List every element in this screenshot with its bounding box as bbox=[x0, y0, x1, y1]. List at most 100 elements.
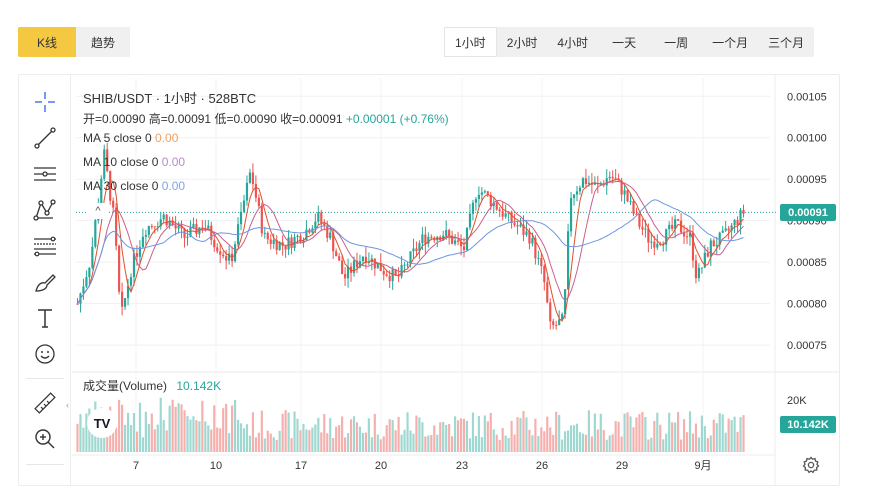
volume-bar bbox=[644, 416, 647, 452]
volume-bar bbox=[739, 417, 742, 452]
candle-body bbox=[132, 253, 136, 278]
volume-bar bbox=[442, 421, 445, 452]
candle-body bbox=[180, 225, 183, 229]
candle-body bbox=[302, 240, 305, 243]
interval-1w[interactable]: 一周 bbox=[664, 35, 689, 50]
tab-trend[interactable]: 趋势 bbox=[76, 27, 130, 57]
volume-bar bbox=[394, 430, 397, 452]
candle-body bbox=[421, 234, 424, 244]
volume-bar bbox=[697, 437, 700, 452]
volume-bar bbox=[129, 424, 133, 452]
volume-bar bbox=[608, 435, 611, 452]
collapse-legend-button[interactable]: ^ bbox=[88, 203, 108, 219]
emoji-icon[interactable] bbox=[32, 341, 58, 367]
candle-body bbox=[174, 225, 177, 229]
interval-1h[interactable]: 1小时 bbox=[444, 27, 497, 57]
interval-4h[interactable]: 4小时 bbox=[557, 35, 589, 50]
volume-bar bbox=[677, 411, 680, 452]
pattern-icon[interactable] bbox=[32, 197, 58, 223]
collapse-toolbar-icon[interactable]: ‹ bbox=[66, 400, 69, 410]
candle-body bbox=[382, 270, 385, 275]
candle-body bbox=[641, 226, 644, 230]
volume-bar bbox=[112, 416, 115, 452]
volume-bar bbox=[578, 432, 582, 452]
volume-bar bbox=[454, 416, 457, 452]
volume-bar bbox=[724, 432, 727, 452]
volume-bar bbox=[587, 410, 590, 452]
interval-2h[interactable]: 2小时 bbox=[506, 35, 538, 50]
volume-bar bbox=[694, 423, 698, 452]
crosshair-icon[interactable] bbox=[32, 89, 58, 115]
candle-body bbox=[245, 182, 249, 201]
volume-bar bbox=[712, 419, 715, 452]
candle-body bbox=[736, 220, 739, 226]
trend-line-icon[interactable] bbox=[32, 125, 58, 151]
volume-bar bbox=[341, 416, 344, 452]
candle-body bbox=[400, 264, 403, 277]
time-tick-label: 26 bbox=[536, 460, 548, 472]
candle-body bbox=[733, 220, 736, 226]
candle-body bbox=[314, 221, 317, 229]
candle-body bbox=[498, 209, 501, 212]
price-tick-label: 0.00085 bbox=[787, 257, 827, 269]
interval-3m[interactable]: 三个月 bbox=[768, 35, 805, 50]
candle-body bbox=[364, 256, 367, 263]
horizontal-lines-icon[interactable] bbox=[32, 161, 58, 187]
volume-bar bbox=[531, 435, 534, 452]
interval-1m[interactable]: 一个月 bbox=[712, 35, 749, 50]
volume-bar bbox=[135, 431, 139, 452]
volume-bar bbox=[269, 433, 272, 452]
ruler-icon[interactable] bbox=[32, 390, 58, 416]
ma10-value: 0.00 bbox=[161, 155, 186, 169]
volume-bar bbox=[581, 433, 585, 452]
brush-icon[interactable] bbox=[32, 269, 58, 295]
tradingview-logo-icon[interactable]: TV bbox=[87, 408, 117, 438]
candle-body bbox=[451, 235, 454, 244]
volume-bar bbox=[611, 434, 614, 452]
volume-bar bbox=[543, 431, 546, 452]
candle-body bbox=[501, 211, 504, 217]
volume-bar bbox=[233, 400, 237, 452]
volume-bar bbox=[599, 413, 602, 452]
volume-bar bbox=[317, 417, 320, 452]
candle-body bbox=[445, 230, 448, 236]
volume-bar bbox=[323, 414, 326, 452]
candle-body bbox=[198, 227, 201, 235]
settings-gear-icon[interactable] bbox=[802, 456, 820, 474]
volume-bar bbox=[82, 427, 85, 452]
candle-body bbox=[207, 225, 210, 229]
price-change: +0.00001 (+0.76%) bbox=[345, 112, 449, 126]
candle-body bbox=[685, 236, 689, 238]
candle-body bbox=[385, 274, 388, 276]
zoom-in-icon[interactable] bbox=[32, 426, 58, 452]
volume-bar bbox=[465, 420, 469, 452]
interval-1d[interactable]: 一天 bbox=[612, 35, 637, 50]
volume-bar bbox=[620, 436, 623, 452]
candle-body bbox=[254, 183, 257, 198]
candle-body bbox=[272, 240, 275, 244]
volume-bar bbox=[364, 432, 367, 452]
candle-body bbox=[317, 212, 320, 222]
volume-bar bbox=[474, 435, 477, 452]
volume-bar bbox=[480, 437, 483, 452]
candle-body bbox=[109, 170, 112, 201]
candle-body bbox=[471, 202, 475, 214]
text-icon[interactable] bbox=[32, 305, 58, 331]
candle-body bbox=[269, 239, 272, 244]
candle-body bbox=[629, 201, 632, 203]
candle-body bbox=[679, 220, 683, 233]
volume-bar bbox=[513, 434, 516, 452]
volume-bar bbox=[495, 434, 498, 452]
volume-bar bbox=[290, 438, 293, 452]
volume-bar bbox=[344, 437, 347, 452]
candle-body bbox=[186, 236, 189, 238]
volume-bar bbox=[498, 439, 501, 452]
tab-kline[interactable]: K线 bbox=[18, 27, 76, 57]
ma30-line bbox=[77, 199, 744, 305]
candle-body bbox=[700, 267, 703, 269]
volume-bar bbox=[373, 413, 376, 452]
time-tick-label: 23 bbox=[456, 460, 468, 472]
candle-body bbox=[662, 244, 665, 246]
fib-icon[interactable] bbox=[32, 233, 58, 259]
